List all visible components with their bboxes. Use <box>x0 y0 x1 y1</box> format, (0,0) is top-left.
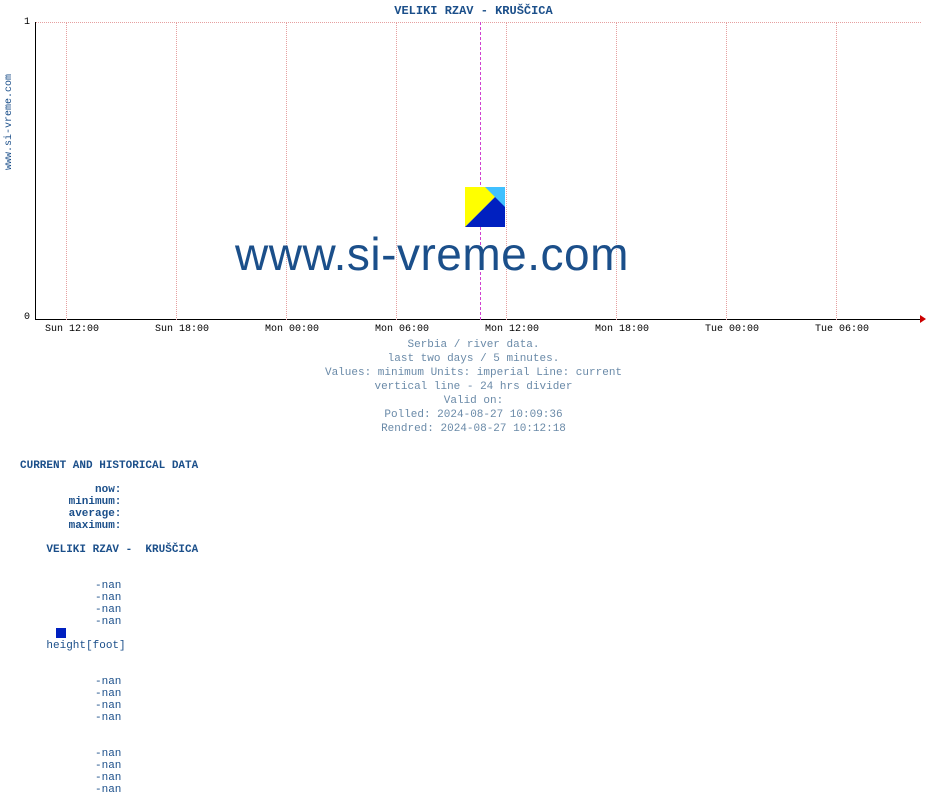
col-maximum: maximum: <box>46 520 121 532</box>
y-tick: 1 <box>10 17 30 28</box>
cell: -nan <box>46 604 121 616</box>
watermark-text: www.si-vreme.com <box>235 227 629 281</box>
col-average: average: <box>46 508 121 520</box>
cell: -nan <box>46 616 121 628</box>
table-header: CURRENT AND HISTORICAL DATA <box>20 460 198 472</box>
gridline-v <box>176 22 177 320</box>
cell: -nan <box>46 676 121 688</box>
axis-end-arrow-icon <box>920 315 926 323</box>
cell: -nan <box>46 700 121 712</box>
x-tick: Mon 00:00 <box>265 324 319 335</box>
side-source-label: www.si-vreme.com <box>4 74 15 170</box>
col-now: now: <box>46 484 121 496</box>
col-minimum: minimum: <box>46 496 121 508</box>
cell: -nan <box>46 712 121 724</box>
caption-line: Polled: 2024-08-27 10:09:36 <box>0 408 947 422</box>
caption-line: vertical line - 24 hrs divider <box>0 380 947 394</box>
x-tick: Tue 00:00 <box>705 324 759 335</box>
gridline-v <box>726 22 727 320</box>
caption-line: Valid on: <box>0 394 947 408</box>
gridline-v <box>836 22 837 320</box>
series-name: VELIKI RZAV - KRUŠČICA <box>46 544 198 556</box>
caption-line: last two days / 5 minutes. <box>0 352 947 366</box>
x-tick: Sun 18:00 <box>155 324 209 335</box>
series-swatch-icon <box>56 628 66 638</box>
y-tick: 0 <box>10 312 30 323</box>
chart-caption: Serbia / river data. last two days / 5 m… <box>0 338 947 436</box>
x-tick: Mon 18:00 <box>595 324 649 335</box>
cell: -nan <box>46 784 121 796</box>
logo-icon <box>465 187 505 227</box>
x-tick: Tue 06:00 <box>815 324 869 335</box>
x-tick: Sun 12:00 <box>45 324 99 335</box>
caption-line: Serbia / river data. <box>0 338 947 352</box>
caption-line: Values: minimum Units: imperial Line: cu… <box>0 366 947 380</box>
x-tick: Mon 06:00 <box>375 324 429 335</box>
cell: -nan <box>46 748 121 760</box>
cell: -nan <box>46 580 121 592</box>
cell: -nan <box>46 592 121 604</box>
gridline-h <box>36 22 921 23</box>
data-table: CURRENT AND HISTORICAL DATA now: minimum… <box>20 460 198 808</box>
caption-line: Rendred: 2024-08-27 10:12:18 <box>0 422 947 436</box>
plot-area: 1 0 Sun 12:00 Sun 18:00 Mon 00:00 Mon 06… <box>35 22 920 320</box>
gridline-v <box>66 22 67 320</box>
cell: -nan <box>46 688 121 700</box>
x-tick: Mon 12:00 <box>485 324 539 335</box>
cell: -nan <box>46 772 121 784</box>
chart-title: VELIKI RZAV - KRUŠČICA <box>0 0 947 18</box>
cell: -nan <box>46 760 121 772</box>
series-unit: height[foot] <box>46 640 125 652</box>
